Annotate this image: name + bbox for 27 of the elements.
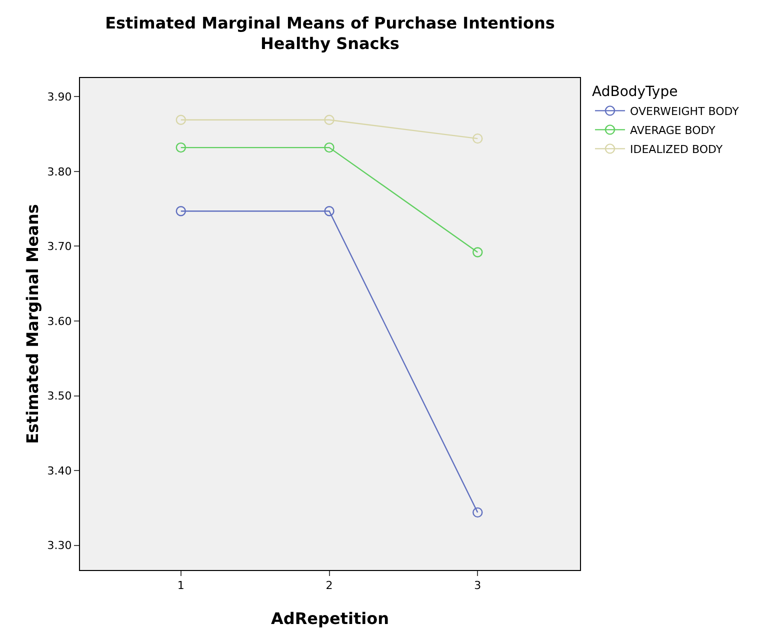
point	[472, 247, 483, 258]
y-tick-label: 3.90	[47, 90, 72, 104]
x-tick-label: 1	[177, 579, 184, 592]
y-tick-label: 3.80	[47, 165, 72, 178]
legend-label: OVERWEIGHT BODY	[630, 104, 740, 118]
y-axis-title: Estimated Marginal Means	[23, 204, 42, 444]
point	[324, 142, 334, 153]
x-tick-label: 3	[474, 579, 482, 592]
legend-label: IDEALIZED BODY	[630, 142, 723, 156]
legend-title: AdBodyType	[592, 84, 678, 100]
point	[176, 142, 186, 153]
chart-title: Estimated Marginal Means of Purchase Intentions	[105, 13, 555, 32]
point	[176, 206, 186, 216]
point	[472, 133, 483, 144]
x-tick-label: 2	[326, 579, 333, 592]
y-tick-label: 3.40	[47, 464, 72, 478]
y-tick-label: 3.60	[47, 314, 72, 328]
point	[324, 206, 334, 216]
point	[176, 114, 186, 125]
point	[472, 507, 483, 518]
y-tick-label: 3.30	[47, 539, 72, 552]
point	[324, 114, 334, 125]
y-tick-label: 3.50	[47, 390, 72, 403]
y-tick-label: 3.70	[47, 240, 72, 254]
legend-label: AVERAGE BODY	[630, 124, 716, 137]
x-axis-title: AdRepetition	[271, 609, 389, 628]
chart-subtitle: Healthy Snacks	[260, 34, 400, 54]
